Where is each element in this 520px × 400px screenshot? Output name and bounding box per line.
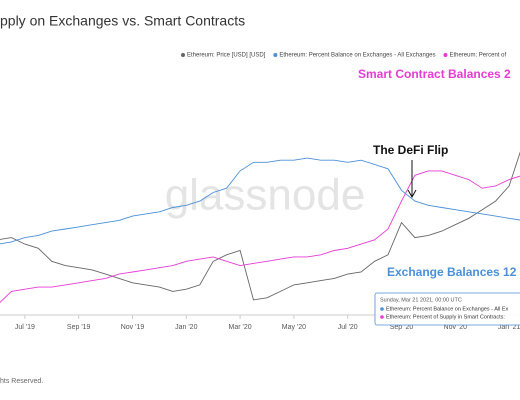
- x-tick-label: Nov '20: [444, 324, 468, 331]
- x-tick-label: Mar '20: [229, 324, 252, 331]
- series-line: [0, 151, 520, 301]
- x-tick-label: Nov '19: [121, 324, 145, 331]
- annotation: Smart Contract Balances 2: [358, 67, 511, 81]
- tooltip-dot: [380, 307, 384, 311]
- legend-swatch: [181, 53, 185, 57]
- x-tick-label: Sep '20: [390, 324, 414, 331]
- legend-label: Ethereum: Price [USD] [USD]: [187, 53, 266, 59]
- arrow-head: [407, 189, 417, 199]
- x-tick-label: Jan '20: [175, 324, 197, 331]
- legend-label: Ethereum: Percent of: [449, 53, 506, 59]
- legend-swatch: [443, 53, 448, 57]
- legend-swatch: [273, 53, 278, 57]
- tooltip-date: Sunday, Mar 21 2021, 00:00 UTC: [380, 297, 462, 303]
- annotation: Exchange Balances 12: [387, 265, 517, 279]
- tooltip-dot: [380, 315, 384, 319]
- tooltip: [374, 292, 520, 326]
- chart-title: pply on Exchanges vs. Smart Contracts: [0, 13, 245, 29]
- x-tick-label: May '20: [282, 324, 306, 331]
- series-line: [0, 157, 520, 245]
- series-line: [0, 170, 520, 303]
- tooltip-row: Ethereum: Percent of Supply in Smart Con…: [386, 314, 505, 320]
- watermark: glassnode: [165, 171, 366, 220]
- x-tick-label: Jul '19: [15, 324, 35, 331]
- footer: hts Reserved.: [0, 378, 43, 385]
- x-tick-label: Jan '21: [498, 324, 520, 331]
- annotation: The DeFi Flip: [373, 143, 448, 157]
- x-tick-label: Sep '19: [67, 324, 91, 331]
- tooltip-row: Ethereum: Percent Balance on Exchanges -…: [386, 306, 509, 312]
- legend-label: Ethereum: Percent Balance on Exchanges -…: [279, 53, 435, 59]
- x-tick-label: Jul '20: [338, 324, 358, 331]
